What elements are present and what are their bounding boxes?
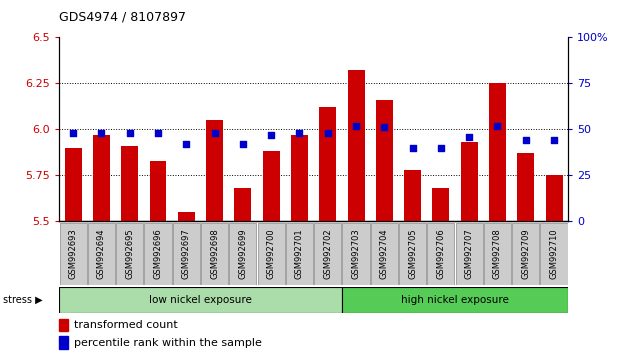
Bar: [461, 142, 478, 221]
Text: GSM992704: GSM992704: [380, 229, 389, 279]
Bar: [65, 148, 81, 221]
FancyBboxPatch shape: [173, 223, 200, 285]
FancyBboxPatch shape: [399, 223, 426, 285]
Text: GSM992708: GSM992708: [493, 229, 502, 279]
Text: GSM992705: GSM992705: [408, 229, 417, 279]
Bar: [263, 151, 279, 221]
Text: GSM992694: GSM992694: [97, 229, 106, 279]
Point: [436, 145, 446, 150]
FancyBboxPatch shape: [371, 223, 398, 285]
Bar: [546, 175, 563, 221]
Bar: [376, 100, 393, 221]
FancyBboxPatch shape: [427, 223, 455, 285]
Text: GSM992706: GSM992706: [437, 229, 445, 279]
FancyBboxPatch shape: [342, 287, 568, 313]
Text: GSM992695: GSM992695: [125, 229, 134, 279]
Bar: [348, 70, 365, 221]
Point: [294, 130, 304, 136]
FancyBboxPatch shape: [456, 223, 483, 285]
Text: GSM992696: GSM992696: [153, 229, 163, 279]
FancyBboxPatch shape: [258, 223, 285, 285]
Text: GSM992699: GSM992699: [238, 229, 247, 279]
Point: [96, 130, 106, 136]
Point: [492, 123, 502, 129]
Point: [465, 134, 474, 139]
Text: GSM992709: GSM992709: [521, 229, 530, 279]
Text: percentile rank within the sample: percentile rank within the sample: [75, 338, 262, 348]
Text: GSM992693: GSM992693: [69, 229, 78, 279]
Point: [351, 123, 361, 129]
Point: [407, 145, 417, 150]
Text: GSM992701: GSM992701: [295, 229, 304, 279]
Bar: [121, 146, 138, 221]
Text: GSM992707: GSM992707: [465, 229, 474, 279]
FancyBboxPatch shape: [484, 223, 511, 285]
Point: [266, 132, 276, 138]
Bar: [93, 135, 110, 221]
Text: GSM992710: GSM992710: [550, 229, 558, 279]
Point: [68, 130, 78, 136]
FancyBboxPatch shape: [314, 223, 342, 285]
Text: GSM992700: GSM992700: [266, 229, 276, 279]
FancyBboxPatch shape: [540, 223, 568, 285]
FancyBboxPatch shape: [60, 223, 87, 285]
Bar: [178, 212, 195, 221]
Text: high nickel exposure: high nickel exposure: [401, 295, 509, 305]
FancyBboxPatch shape: [229, 223, 256, 285]
FancyBboxPatch shape: [88, 223, 115, 285]
Bar: [234, 188, 252, 221]
Point: [210, 130, 220, 136]
Point: [379, 125, 389, 130]
Bar: [319, 107, 336, 221]
Text: GSM992697: GSM992697: [182, 229, 191, 279]
Text: low nickel exposure: low nickel exposure: [149, 295, 252, 305]
Point: [181, 141, 191, 147]
Bar: [206, 120, 223, 221]
Text: GSM992698: GSM992698: [210, 229, 219, 279]
Text: transformed count: transformed count: [75, 320, 178, 330]
Text: GSM992703: GSM992703: [351, 229, 361, 279]
FancyBboxPatch shape: [116, 223, 143, 285]
Bar: [404, 170, 421, 221]
Text: stress ▶: stress ▶: [3, 295, 43, 305]
Bar: [59, 319, 68, 331]
Bar: [59, 336, 68, 349]
FancyBboxPatch shape: [201, 223, 228, 285]
Bar: [432, 188, 450, 221]
Bar: [291, 135, 308, 221]
Point: [521, 137, 531, 143]
Bar: [489, 83, 506, 221]
FancyBboxPatch shape: [342, 223, 369, 285]
Point: [153, 130, 163, 136]
Point: [323, 130, 333, 136]
FancyBboxPatch shape: [286, 223, 313, 285]
Point: [238, 141, 248, 147]
Bar: [517, 153, 534, 221]
Text: GDS4974 / 8107897: GDS4974 / 8107897: [59, 11, 186, 24]
FancyBboxPatch shape: [59, 287, 342, 313]
Point: [549, 137, 559, 143]
FancyBboxPatch shape: [512, 223, 540, 285]
FancyBboxPatch shape: [145, 223, 171, 285]
Text: GSM992702: GSM992702: [324, 229, 332, 279]
Bar: [150, 160, 166, 221]
Point: [125, 130, 135, 136]
